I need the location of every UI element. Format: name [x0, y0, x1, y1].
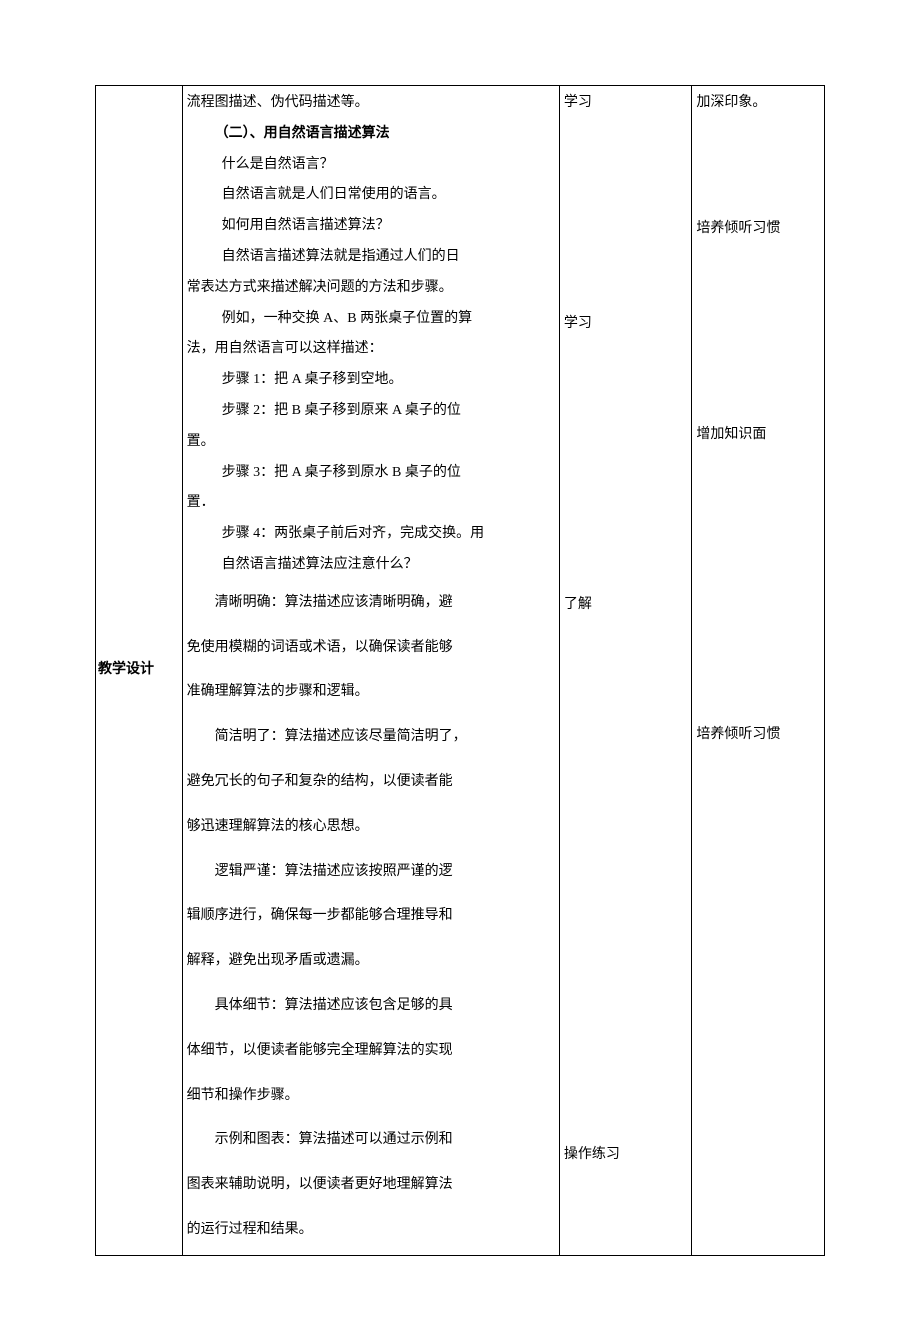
step-line: 步骤 2：把 B 桌子移到原来 A 桌子的位	[187, 396, 555, 427]
content-line: 什么是自然语言？	[187, 150, 555, 181]
note-line: 够迅速理解算法的核心思想。	[187, 805, 555, 850]
note-line: 示例和图表：算法描述可以通过示例和	[187, 1118, 555, 1163]
row-label: 教学设计	[98, 662, 154, 677]
note-line: 细节和操作步骤。	[187, 1074, 555, 1119]
note-line: 简洁明了：算法描述应该尽量简洁明了，	[187, 715, 555, 760]
step-line: 步骤 4：两张桌子前后对齐，完成交换。用	[187, 519, 555, 550]
content-line: 常表达方式来描述解决问题的方法和步骤。	[187, 273, 555, 304]
intent-item: 培养倾听习惯	[696, 720, 820, 751]
note-line: 避免冗长的句子和复杂的结构，以便读者能	[187, 760, 555, 805]
table-row: 教学设计 流程图描述、伪代码描述等。 （二）、用自然语言描述算法 什么是自然语言…	[96, 86, 825, 1256]
activity-item: 学习	[564, 309, 688, 340]
content-line: 自然语言就是人们日常使用的语言。	[187, 180, 555, 211]
step-line: 步骤 3：把 A 桌子移到原水 B 桌子的位	[187, 458, 555, 489]
note-line: 清晰明确：算法描述应该清晰明确，避	[187, 581, 555, 626]
note-line: 解释，避免出现矛盾或遗漏。	[187, 939, 555, 984]
note-line: 图表来辅助说明，以便读者更好地理解算法	[187, 1163, 555, 1208]
note-line: 辑顺序进行，确保每一步都能够合理推导和	[187, 894, 555, 939]
intent-item: 培养倾听习惯	[696, 214, 820, 245]
intent-item: 增加知识面	[696, 420, 820, 451]
section-heading: （二）、用自然语言描述算法	[187, 119, 555, 150]
content-line: 流程图描述、伪代码描述等。	[187, 88, 555, 119]
note-line: 体细节，以便读者能够完全理解算法的实现	[187, 1029, 555, 1074]
step-line: 自然语言描述算法应注意什么？	[187, 550, 555, 581]
note-line: 免使用模糊的词语或术语，以确保读者能够	[187, 626, 555, 671]
row-header-cell: 教学设计	[96, 86, 183, 1256]
step-line: 置．	[187, 488, 555, 519]
note-line: 具体细节：算法描述应该包含足够的具	[187, 984, 555, 1029]
teaching-content-cell: 流程图描述、伪代码描述等。 （二）、用自然语言描述算法 什么是自然语言？ 自然语…	[182, 86, 559, 1256]
note-line: 准确理解算法的步骤和逻辑。	[187, 670, 555, 715]
content-line: 法，用自然语言可以这样描述：	[187, 334, 555, 365]
activity-item: 学习	[564, 88, 688, 119]
lesson-plan-table: 教学设计 流程图描述、伪代码描述等。 （二）、用自然语言描述算法 什么是自然语言…	[95, 85, 825, 1256]
intent-item: 加深印象。	[696, 88, 820, 119]
content-line: 自然语言描述算法就是指通过人们的日	[187, 242, 555, 273]
activity-item: 操作练习	[564, 1140, 688, 1171]
design-intent-cell: 加深印象。 培养倾听习惯 增加知识面 培养倾听习惯	[692, 86, 825, 1256]
note-line: 逻辑严谨：算法描述应该按照严谨的逻	[187, 850, 555, 895]
step-line: 步骤 1：把 A 桌子移到空地。	[187, 365, 555, 396]
student-activity-cell: 学习 学习 了解 操作练习	[559, 86, 692, 1256]
note-line: 的运行过程和结果。	[187, 1208, 555, 1253]
activity-item: 了解	[564, 590, 688, 621]
content-line: 例如，一种交换 A、B 两张桌子位置的算	[187, 304, 555, 335]
content-line: 如何用自然语言描述算法？	[187, 211, 555, 242]
step-line: 置。	[187, 427, 555, 458]
